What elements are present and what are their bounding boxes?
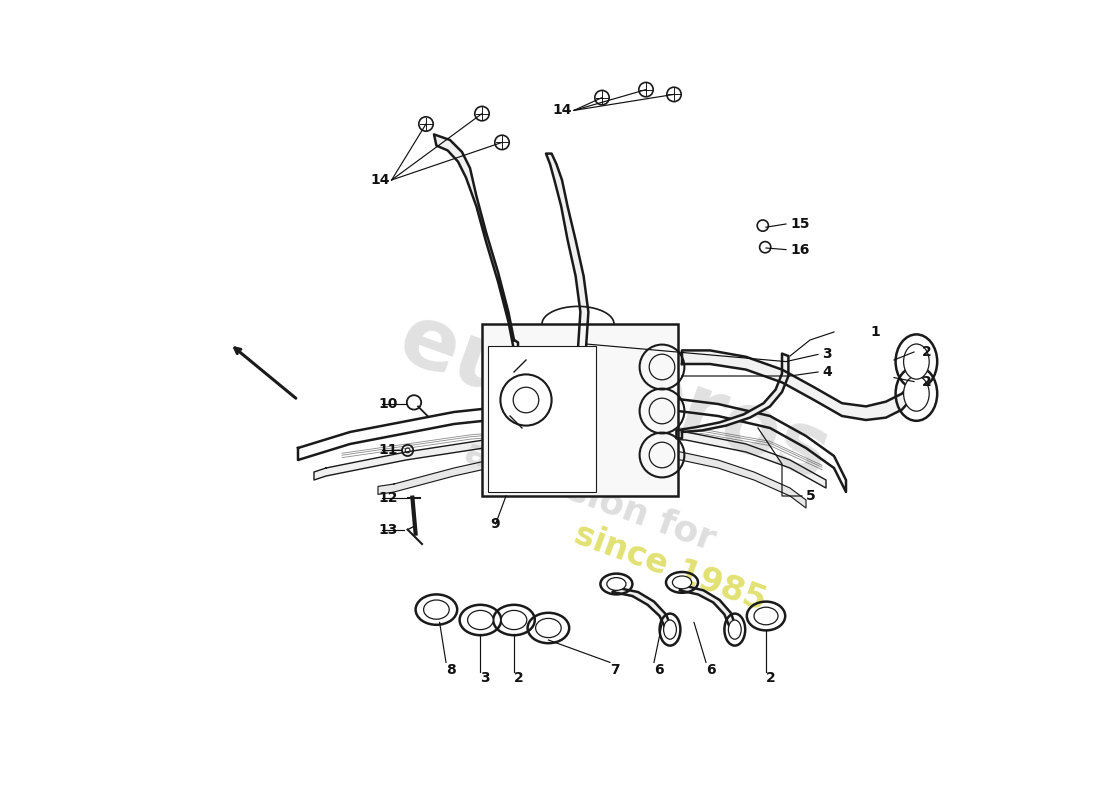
Ellipse shape (424, 600, 449, 619)
Ellipse shape (672, 576, 692, 589)
Text: 2: 2 (766, 671, 775, 686)
Ellipse shape (728, 620, 741, 639)
Text: bros: bros (610, 348, 842, 500)
Text: 6: 6 (654, 663, 663, 678)
Ellipse shape (502, 610, 527, 630)
Text: 2: 2 (922, 374, 932, 389)
Ellipse shape (903, 376, 929, 411)
FancyBboxPatch shape (488, 346, 596, 492)
Text: 12: 12 (378, 490, 398, 505)
Polygon shape (298, 396, 846, 492)
Text: 2: 2 (922, 345, 932, 359)
FancyBboxPatch shape (482, 324, 678, 496)
Ellipse shape (663, 620, 676, 639)
Ellipse shape (903, 344, 929, 379)
Text: 14: 14 (371, 173, 390, 187)
Ellipse shape (468, 610, 493, 630)
Text: 2: 2 (514, 671, 524, 686)
Text: 16: 16 (790, 242, 810, 257)
Text: 3: 3 (481, 671, 490, 686)
Text: a passion for: a passion for (460, 435, 719, 557)
Text: 14: 14 (553, 103, 572, 118)
Ellipse shape (754, 607, 778, 625)
Text: 9: 9 (490, 517, 499, 531)
Text: 3: 3 (822, 347, 832, 362)
Text: 1: 1 (870, 325, 880, 339)
Polygon shape (676, 354, 789, 438)
Text: 8: 8 (446, 663, 455, 678)
Polygon shape (680, 586, 736, 628)
Text: 5: 5 (806, 489, 816, 503)
Ellipse shape (536, 618, 561, 638)
Text: 13: 13 (378, 522, 398, 537)
Ellipse shape (607, 578, 626, 590)
Polygon shape (546, 154, 589, 354)
Text: 10: 10 (378, 397, 398, 411)
Text: europ: europ (387, 297, 681, 471)
Text: 6: 6 (706, 663, 716, 678)
Text: 4: 4 (822, 365, 832, 379)
Text: 15: 15 (790, 217, 810, 231)
Polygon shape (314, 428, 826, 488)
Text: since 1985: since 1985 (570, 518, 770, 618)
Polygon shape (682, 350, 914, 420)
Polygon shape (613, 588, 672, 628)
Polygon shape (434, 134, 518, 354)
Polygon shape (378, 444, 806, 508)
Text: 11: 11 (378, 443, 398, 458)
Text: 7: 7 (610, 663, 619, 678)
